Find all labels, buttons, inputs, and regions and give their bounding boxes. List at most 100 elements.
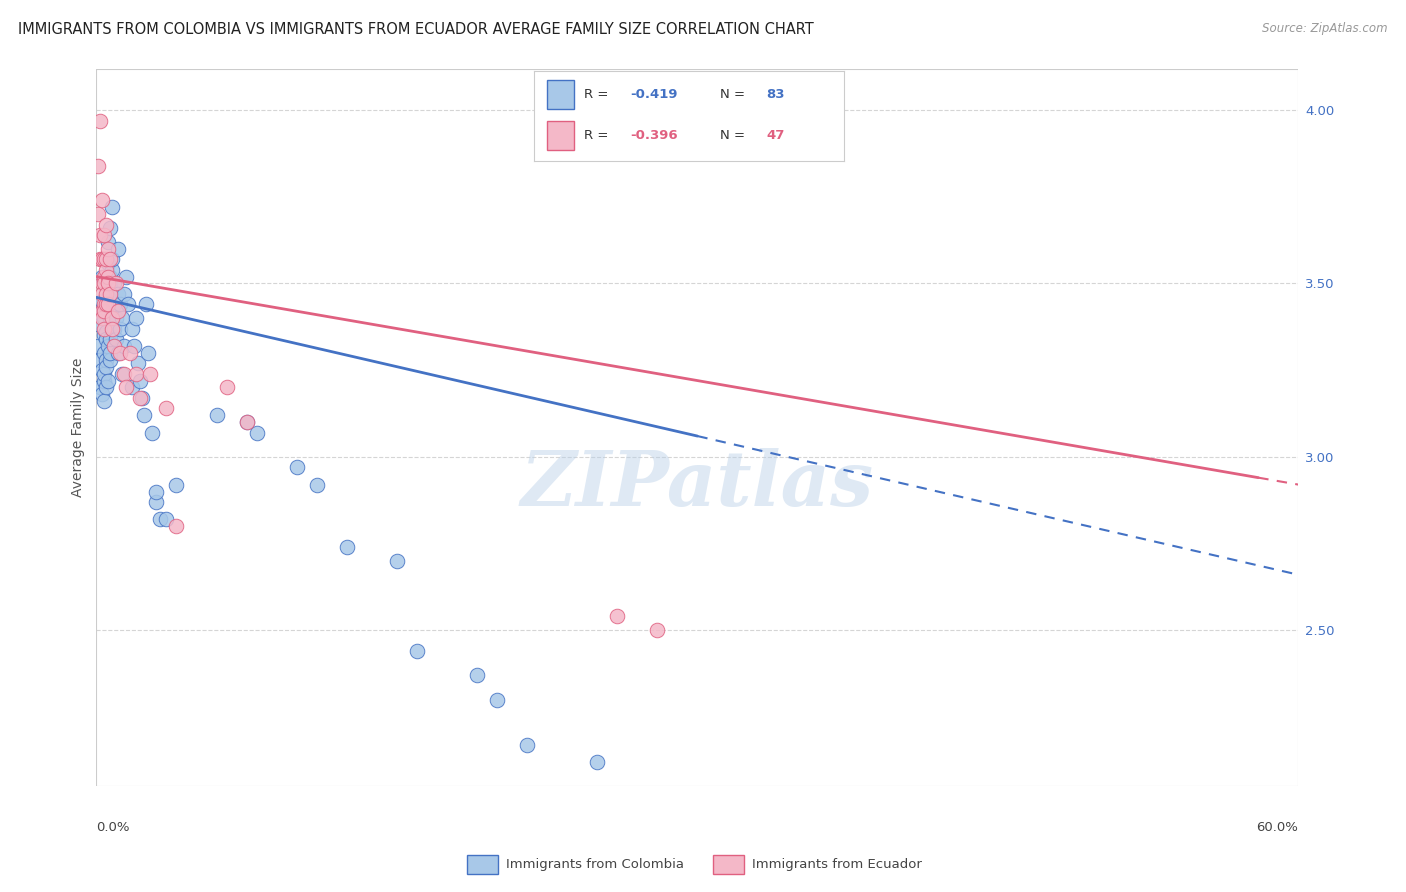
Point bbox=[101, 311, 124, 326]
Point bbox=[285, 460, 308, 475]
Point bbox=[100, 252, 122, 267]
Point bbox=[125, 367, 148, 381]
Point bbox=[87, 207, 110, 221]
Point bbox=[93, 277, 115, 291]
Point bbox=[235, 415, 257, 429]
Point bbox=[97, 255, 120, 269]
Point bbox=[465, 668, 488, 682]
Point bbox=[336, 540, 359, 554]
Point bbox=[111, 367, 134, 381]
Point bbox=[166, 519, 188, 533]
Point bbox=[97, 235, 120, 249]
Point bbox=[606, 609, 628, 624]
Point bbox=[385, 554, 408, 568]
Point bbox=[107, 242, 129, 256]
Point bbox=[96, 218, 118, 232]
Point bbox=[166, 477, 188, 491]
Point bbox=[93, 321, 115, 335]
Point bbox=[93, 367, 115, 381]
Point bbox=[100, 311, 122, 326]
Text: R =: R = bbox=[583, 88, 613, 101]
Point bbox=[100, 277, 122, 291]
Point bbox=[97, 339, 120, 353]
Point bbox=[103, 297, 125, 311]
Point bbox=[97, 374, 120, 388]
Y-axis label: Average Family Size: Average Family Size bbox=[72, 358, 86, 497]
Point bbox=[111, 311, 134, 326]
Point bbox=[120, 346, 142, 360]
Point bbox=[139, 367, 162, 381]
Point bbox=[96, 380, 118, 394]
Point bbox=[93, 394, 115, 409]
Point bbox=[91, 363, 114, 377]
Point bbox=[97, 269, 120, 284]
Point bbox=[145, 484, 167, 499]
Point bbox=[101, 200, 124, 214]
FancyBboxPatch shape bbox=[547, 80, 575, 109]
Point bbox=[155, 512, 177, 526]
Point bbox=[89, 227, 111, 242]
Point bbox=[110, 346, 132, 360]
Point bbox=[205, 409, 228, 423]
Point bbox=[127, 356, 149, 370]
Point bbox=[131, 391, 153, 405]
Point bbox=[101, 311, 124, 326]
Point bbox=[485, 692, 508, 706]
Point bbox=[91, 277, 114, 291]
Point bbox=[215, 380, 238, 394]
Point bbox=[91, 304, 114, 318]
Point bbox=[101, 262, 124, 277]
Point bbox=[91, 304, 114, 318]
Point bbox=[87, 159, 110, 173]
Point bbox=[91, 311, 114, 326]
Point bbox=[96, 297, 118, 311]
Point bbox=[112, 367, 135, 381]
Point bbox=[93, 346, 115, 360]
Point bbox=[246, 425, 269, 440]
Text: Immigrants from Ecuador: Immigrants from Ecuador bbox=[752, 858, 922, 871]
Point bbox=[124, 339, 146, 353]
Point bbox=[91, 387, 114, 401]
Point bbox=[145, 495, 167, 509]
Point bbox=[96, 262, 118, 277]
Point bbox=[107, 346, 129, 360]
Point bbox=[121, 321, 143, 335]
Point bbox=[645, 623, 668, 637]
Point bbox=[141, 425, 163, 440]
Point bbox=[96, 252, 118, 267]
Point bbox=[97, 242, 120, 256]
Point bbox=[93, 304, 115, 318]
Point bbox=[100, 346, 122, 360]
Point bbox=[405, 644, 427, 658]
Text: 47: 47 bbox=[766, 129, 785, 142]
Point bbox=[100, 286, 122, 301]
Point bbox=[91, 293, 114, 308]
Point bbox=[91, 286, 114, 301]
Point bbox=[125, 311, 148, 326]
Point bbox=[138, 346, 160, 360]
Point bbox=[96, 332, 118, 346]
Point bbox=[155, 401, 177, 416]
Point bbox=[93, 328, 115, 343]
Point bbox=[107, 286, 129, 301]
Point bbox=[89, 252, 111, 267]
Point bbox=[91, 252, 114, 267]
Point bbox=[103, 277, 125, 291]
Point bbox=[87, 339, 110, 353]
Point bbox=[112, 286, 135, 301]
Text: 60.0%: 60.0% bbox=[1257, 821, 1298, 834]
Point bbox=[516, 738, 538, 752]
Point bbox=[110, 321, 132, 335]
Point bbox=[101, 304, 124, 318]
Point bbox=[97, 304, 120, 318]
Text: Source: ZipAtlas.com: Source: ZipAtlas.com bbox=[1263, 22, 1388, 36]
Point bbox=[149, 512, 172, 526]
Point bbox=[105, 311, 128, 326]
Point bbox=[129, 374, 152, 388]
Point bbox=[105, 332, 128, 346]
Text: 83: 83 bbox=[766, 88, 785, 101]
Text: N =: N = bbox=[720, 129, 749, 142]
Point bbox=[105, 277, 128, 291]
Point bbox=[93, 297, 115, 311]
Point bbox=[586, 755, 609, 769]
